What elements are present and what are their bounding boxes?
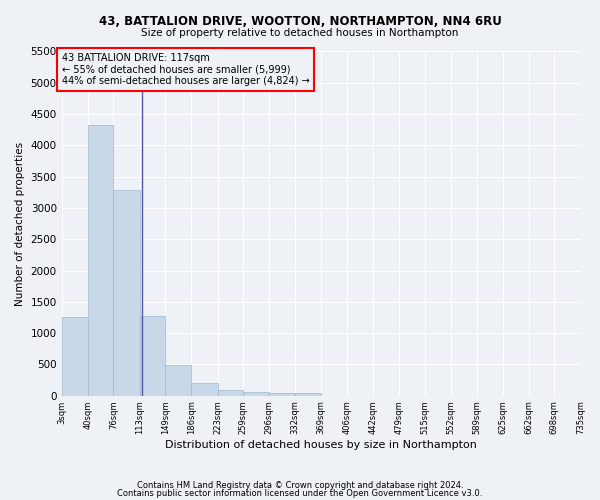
Text: Contains public sector information licensed under the Open Government Licence v3: Contains public sector information licen… (118, 488, 482, 498)
Bar (62, 317, 88, 396)
Bar (269, 392, 295, 396)
Bar (113, 190, 140, 396)
Text: 43 BATTALION DRIVE: 117sqm
← 55% of detached houses are smaller (5,999)
44% of s: 43 BATTALION DRIVE: 117sqm ← 55% of deta… (62, 53, 310, 86)
Bar (295, 392, 321, 396)
Bar (140, 316, 165, 396)
Text: Size of property relative to detached houses in Northampton: Size of property relative to detached ho… (142, 28, 458, 38)
Bar (165, 365, 191, 396)
Y-axis label: Number of detached properties: Number of detached properties (15, 142, 25, 306)
X-axis label: Distribution of detached houses by size in Northampton: Distribution of detached houses by size … (165, 440, 477, 450)
Text: Contains HM Land Registry data © Crown copyright and database right 2024.: Contains HM Land Registry data © Crown c… (137, 481, 463, 490)
Bar (218, 390, 243, 396)
Bar (191, 383, 218, 396)
Bar (243, 392, 269, 396)
Text: 43, BATTALION DRIVE, WOOTTON, NORTHAMPTON, NN4 6RU: 43, BATTALION DRIVE, WOOTTON, NORTHAMPTO… (98, 15, 502, 28)
Bar (88, 126, 113, 396)
